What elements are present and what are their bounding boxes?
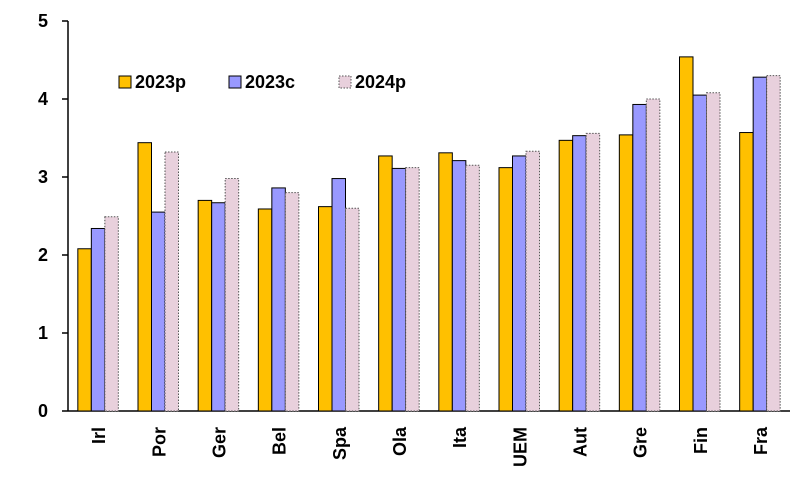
bar-2024p-Ger xyxy=(224,178,240,412)
bar-2023p-Gre xyxy=(618,134,634,412)
bar-2023p-Irl xyxy=(77,248,92,412)
y-tick-label: 4 xyxy=(38,89,48,109)
bar-2023c-Ita xyxy=(451,160,467,412)
bar-2023p-Fra xyxy=(739,132,754,412)
x-tick-label: Fin xyxy=(691,427,711,454)
x-tick-label: Ola xyxy=(390,426,410,456)
bar-2023c-Bel xyxy=(271,187,286,412)
y-tick-label: 3 xyxy=(38,167,48,187)
bar-2023c-Aut xyxy=(572,135,587,412)
bar-2024p-Bel xyxy=(284,192,300,412)
legend-label-2024p: 2024p xyxy=(355,72,406,92)
x-tick-label: Fra xyxy=(751,426,771,455)
bar-2024p-Fin xyxy=(706,92,721,412)
bar-2023p-Bel xyxy=(257,208,273,412)
bar-2024p-Ita xyxy=(465,164,480,412)
bar-2024p-Aut xyxy=(585,132,601,412)
bar-2023p-UEM xyxy=(498,167,513,412)
bars xyxy=(77,56,781,412)
bar-2023p-Aut xyxy=(558,139,574,412)
bar-2023c-Irl xyxy=(90,227,106,412)
bar-2023c-Por xyxy=(151,211,166,412)
x-tick-label: Ger xyxy=(209,427,229,458)
bar-2023p-Por xyxy=(137,142,152,412)
legend-swatch-2023c xyxy=(228,75,242,89)
bar-2023p-Fin xyxy=(679,56,694,412)
bar-2023c-Spa xyxy=(331,178,346,412)
bar-2023p-Ola xyxy=(378,155,393,412)
x-tick-label: Por xyxy=(149,427,169,457)
x-tick-label: Gre xyxy=(631,427,651,458)
x-tick-label: Aut xyxy=(570,427,590,457)
legend-label-2023c: 2023c xyxy=(245,72,295,92)
x-tick-label: Irl xyxy=(89,427,109,444)
y-tick-label: 2 xyxy=(38,245,48,265)
bar-2024p-Gre xyxy=(645,98,661,412)
y-tick-label: 0 xyxy=(38,401,48,421)
bar-2024p-Por xyxy=(164,151,179,412)
x-tick-label: Ita xyxy=(450,426,470,448)
legend-swatch-2023p xyxy=(118,75,132,89)
bar-2023p-Ger xyxy=(197,199,213,412)
bar-2024p-Spa xyxy=(345,207,360,412)
legend-label-2023p: 2023p xyxy=(135,72,186,92)
bar-2024p-Irl xyxy=(104,216,119,412)
bar-2023c-Ger xyxy=(211,202,226,412)
x-axis: Irl Por Ger Bel Spa Ola Ita UEM Aut Gre Fin Fra xyxy=(68,410,790,467)
bar-2024p-UEM xyxy=(525,150,540,412)
bar-2023c-Ola xyxy=(391,167,407,412)
y-tick-label: 5 xyxy=(38,11,48,31)
y-axis: 0 1 2 3 4 5 xyxy=(38,11,69,421)
bar-2024p-Ola xyxy=(405,167,420,412)
bar-2024p-Fra xyxy=(766,75,781,412)
y-tick-label: 1 xyxy=(38,323,48,343)
bar-2023c-Gre xyxy=(632,103,647,412)
bar-2023p-Spa xyxy=(318,206,333,412)
x-tick-label: UEM xyxy=(510,427,530,467)
bar-2023c-Fin xyxy=(692,94,707,412)
bar-2023p-Ita xyxy=(438,152,453,412)
legend: 2023p 2023c 2024p xyxy=(118,72,406,92)
bar-2023c-UEM xyxy=(512,155,527,412)
x-tick-label: Spa xyxy=(330,426,350,460)
bar-2023c-Fra xyxy=(752,76,768,412)
x-tick-label: Bel xyxy=(270,427,290,455)
legend-swatch-2024p xyxy=(338,75,352,89)
